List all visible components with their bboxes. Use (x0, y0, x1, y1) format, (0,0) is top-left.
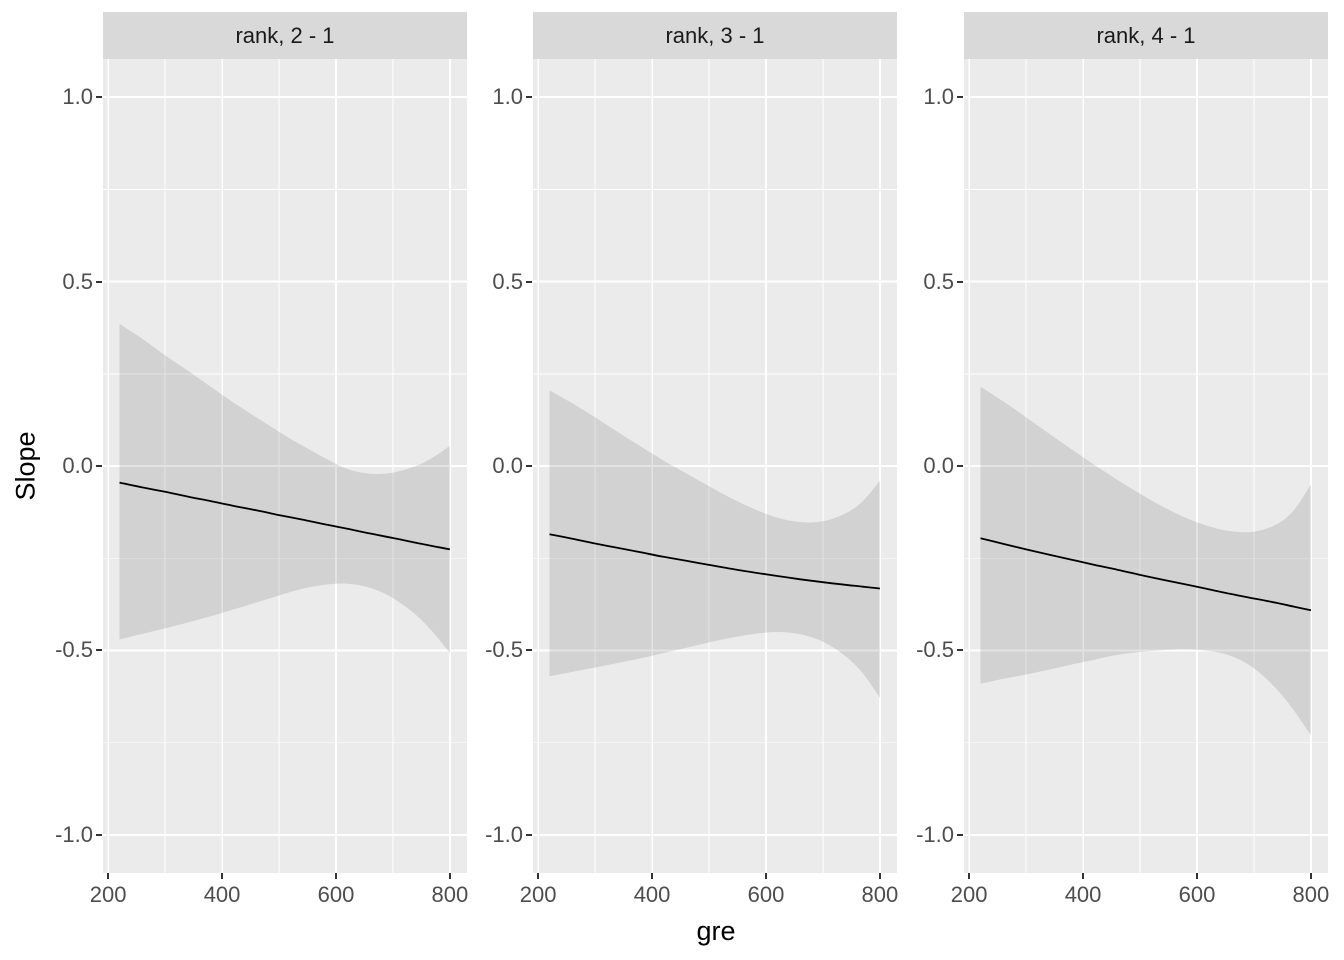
x-axis-title: gre (696, 916, 736, 946)
estimate-line (119, 481, 451, 551)
x-tick-label: 800 (861, 882, 899, 907)
y-tick (957, 96, 963, 98)
facet-panel-3: rank, 4 - 1 1.0 0.5 0.0 -0.5 -1.0 200 400 600 800 (916, 0, 1329, 960)
y-tick-label: 0.5 (492, 268, 523, 294)
y-tick-label: 0.0 (492, 453, 523, 478)
facet-panel-1: rank, 2 - 1 1.0 0.5 0.0 -0.5 -1.0 200 400 600 800 (55, 0, 468, 960)
facet-strip-label: rank, 2 - 1 (235, 22, 335, 48)
x-tick (537, 873, 540, 879)
y-tick-label: 0.0 (923, 453, 954, 478)
x-tick-label: 800 (431, 882, 469, 907)
x-tick (1309, 873, 1312, 879)
confidence-ribbon (119, 323, 450, 654)
x-tick-label: 200 (519, 882, 557, 907)
y-tick (96, 465, 102, 467)
y-tick-label: -1.0 (916, 821, 954, 847)
x-tick-label: 400 (633, 882, 671, 907)
y-tick-label: -0.5 (485, 637, 523, 663)
y-tick-label: 0.5 (923, 268, 954, 294)
x-tick-label: 400 (1064, 882, 1102, 907)
facet-strip: rank, 4 - 1 (964, 12, 1328, 59)
y-tick (957, 649, 963, 652)
y-tick (957, 280, 963, 283)
y-tick (526, 465, 532, 467)
x-tick (1082, 873, 1085, 879)
estimate-line (549, 533, 880, 590)
facet-strip: rank, 2 - 1 (103, 12, 467, 59)
y-tick-label: 0.0 (62, 453, 93, 478)
y-tick-label: -0.5 (916, 637, 954, 663)
y-tick (957, 833, 963, 836)
x-tick-label: 600 (317, 882, 355, 907)
y-tick-label: 1.0 (492, 84, 523, 109)
x-tick-label: 200 (950, 882, 988, 907)
x-tick-label: 400 (203, 882, 241, 907)
y-tick-label: 0.5 (62, 268, 93, 294)
y-tick (526, 280, 532, 283)
x-tick (448, 873, 451, 879)
x-tick (968, 873, 971, 879)
x-tick (764, 873, 767, 879)
x-tick-label: 600 (747, 882, 785, 907)
plot-panel (533, 59, 897, 873)
x-tick-label: 800 (1292, 882, 1330, 907)
plot-panel (964, 59, 1328, 873)
y-tick (96, 280, 102, 283)
y-tick (526, 96, 532, 98)
y-tick (957, 465, 963, 467)
confidence-ribbon (549, 390, 880, 698)
y-tick (526, 649, 532, 652)
x-tick (1195, 873, 1198, 879)
x-tick (221, 873, 224, 879)
facet-strip: rank, 3 - 1 (533, 12, 897, 59)
x-tick (334, 873, 337, 879)
facet-strip-label: rank, 4 - 1 (1096, 22, 1196, 48)
y-tick (96, 833, 102, 836)
y-tick (96, 96, 102, 98)
y-tick (96, 649, 102, 652)
y-tick-label: 1.0 (62, 84, 93, 109)
x-tick (107, 873, 110, 879)
facet-strip-label: rank, 3 - 1 (665, 22, 765, 48)
confidence-ribbon (980, 386, 1311, 736)
estimate-line (980, 537, 1312, 612)
x-tick-label: 200 (89, 882, 127, 907)
x-tick (878, 873, 881, 879)
y-tick-label: -1.0 (55, 821, 93, 847)
y-tick (526, 833, 532, 836)
y-tick-label: -1.0 (485, 821, 523, 847)
y-tick-label: -0.5 (55, 637, 93, 663)
facet-panel-2: rank, 3 - 1 1.0 0.5 0.0 -0.5 -1.0 200 400 600 800 (485, 0, 898, 960)
plot-panel (103, 59, 467, 873)
x-tick-label: 600 (1178, 882, 1216, 907)
y-tick-label: 1.0 (923, 84, 954, 109)
x-tick (651, 873, 654, 879)
